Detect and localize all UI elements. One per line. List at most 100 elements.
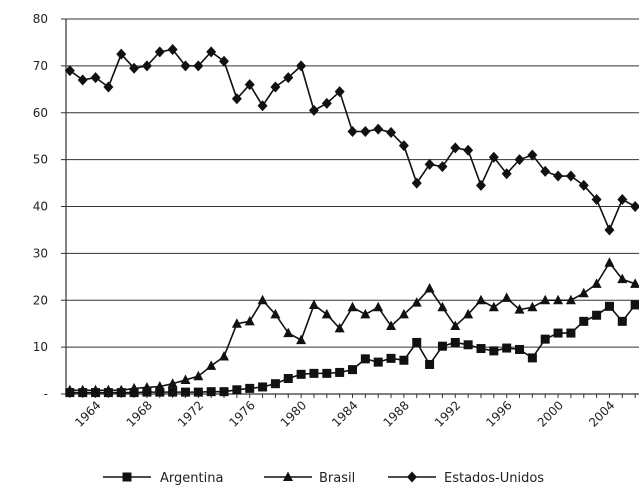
x-tick-label: 1996: [483, 398, 514, 429]
data-point-brasil: [527, 301, 538, 312]
data-point-argentina: [425, 359, 435, 369]
data-point-argentina: [476, 344, 486, 354]
data-point-brasil: [475, 294, 486, 305]
legend-item-estados-unidos: Estados-Unidos: [388, 471, 544, 486]
data-point-brasil: [591, 278, 602, 288]
data-point-estados-unidos: [578, 179, 589, 191]
y-axis: - 10 20 30 40 50 60 70 80: [33, 12, 67, 401]
y-tick-label: 80: [33, 12, 48, 26]
data-point-argentina: [399, 355, 409, 365]
x-tick-label: 1972: [175, 398, 206, 429]
data-point-estados-unidos: [553, 170, 564, 182]
y-tick-label: 50: [33, 153, 48, 167]
data-point-estados-unidos: [103, 81, 114, 93]
y-tick-label: 70: [33, 59, 48, 73]
data-point-brasil: [540, 294, 551, 305]
data-point-brasil: [321, 308, 332, 319]
data-point-estados-unidos: [296, 60, 307, 72]
data-point-estados-unidos: [347, 126, 358, 137]
data-point-brasil: [64, 384, 75, 395]
data-point-estados-unidos: [116, 48, 127, 60]
data-point-argentina: [168, 387, 178, 397]
data-point-brasil: [116, 384, 127, 395]
data-point-brasil: [630, 278, 639, 288]
x-tick-label: 1992: [432, 398, 463, 429]
data-point-estados-unidos: [167, 43, 178, 55]
data-point-estados-unidos: [591, 193, 602, 205]
x-tick-label: 1976: [226, 398, 257, 429]
data-point-brasil: [398, 308, 409, 319]
data-point-brasil: [154, 381, 165, 391]
data-point-argentina: [515, 344, 525, 354]
data-point-brasil: [553, 294, 564, 305]
data-point-estados-unidos: [180, 60, 191, 72]
y-tick-label: 40: [33, 200, 48, 214]
data-point-brasil: [373, 301, 384, 312]
data-point-brasil: [604, 257, 615, 267]
data-point-argentina: [219, 387, 229, 397]
data-point-brasil: [334, 322, 345, 333]
data-point-brasil: [219, 351, 230, 361]
data-point-argentina: [296, 369, 306, 379]
data-point-argentina: [232, 385, 242, 395]
data-point-argentina: [283, 374, 293, 384]
data-point-brasil: [411, 297, 422, 307]
x-axis: 1964 1968 1972 1976 1980 1984 1988 1992 1996 2000…: [66, 393, 639, 430]
gridlines: [66, 18, 639, 348]
data-point-estados-unidos: [283, 72, 294, 84]
data-point-estados-unidos: [475, 179, 486, 191]
y-tick-label: 20: [33, 293, 48, 307]
data-point-argentina: [412, 337, 422, 347]
y-tick-label: -: [44, 387, 48, 401]
data-point-brasil: [103, 384, 114, 395]
data-point-estados-unidos: [270, 81, 281, 93]
legend-item-argentina: Argentina: [103, 471, 223, 486]
data-point-brasil: [501, 292, 512, 302]
data-point-brasil: [578, 287, 589, 298]
data-point-estados-unidos: [321, 97, 332, 109]
data-point-argentina: [566, 328, 576, 338]
data-point-brasil: [437, 301, 448, 312]
data-point-argentina: [502, 343, 512, 353]
data-point-estados-unidos: [617, 193, 628, 205]
data-point-brasil: [488, 301, 499, 312]
data-point-estados-unidos: [244, 79, 255, 91]
data-point-brasil: [206, 360, 217, 370]
data-point-estados-unidos: [154, 46, 165, 58]
data-point-argentina: [463, 340, 473, 350]
data-point-argentina: [604, 301, 614, 311]
data-point-argentina: [193, 387, 203, 397]
series-brasil: [64, 257, 639, 395]
data-point-argentina: [309, 368, 319, 378]
legend-label-estados-unidos: Estados-Unidos: [444, 471, 544, 486]
data-point-estados-unidos: [437, 161, 448, 173]
data-point-estados-unidos: [231, 93, 242, 105]
data-point-brasil: [180, 374, 191, 384]
data-point-estados-unidos: [463, 144, 474, 156]
data-point-estados-unidos: [219, 55, 230, 67]
data-point-brasil: [141, 381, 152, 392]
y-tick-label: 30: [33, 246, 48, 260]
data-point-brasil: [347, 301, 358, 312]
data-point-estados-unidos: [90, 72, 101, 84]
data-point-argentina: [129, 388, 139, 398]
data-point-argentina: [450, 337, 460, 347]
data-point-estados-unidos: [77, 74, 88, 86]
data-point-estados-unidos: [386, 126, 397, 138]
series-line-argentina: [69, 304, 636, 394]
data-point-argentina: [540, 334, 550, 344]
data-point-argentina: [386, 353, 396, 363]
x-tick-label: 1984: [329, 398, 360, 429]
data-point-brasil: [296, 334, 307, 345]
data-point-estados-unidos: [360, 126, 371, 137]
data-point-brasil: [386, 320, 397, 331]
data-point-brasil: [617, 273, 628, 284]
y-tick-label: 10: [33, 340, 48, 354]
data-point-brasil: [77, 384, 88, 395]
data-point-argentina: [322, 368, 332, 378]
data-point-estados-unidos: [630, 201, 639, 212]
data-point-argentina: [360, 354, 370, 364]
data-point-argentina: [206, 387, 216, 397]
data-point-estados-unidos: [334, 86, 345, 98]
data-point-argentina: [142, 387, 152, 397]
